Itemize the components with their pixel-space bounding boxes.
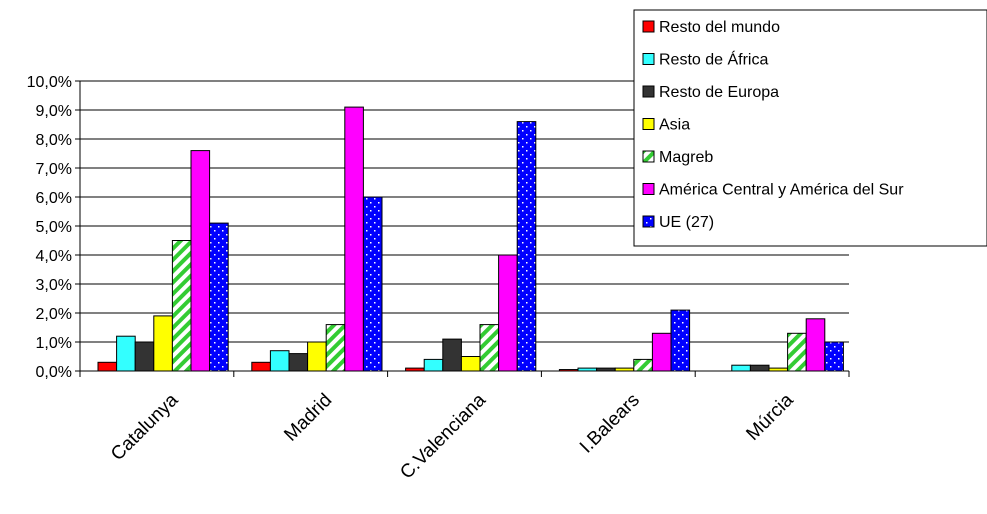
- legend-swatch: [642, 215, 655, 228]
- y-tick-label: 4,0%: [36, 248, 72, 265]
- category-label: Madrid: [280, 390, 336, 446]
- y-tick-label: 9,0%: [36, 103, 72, 120]
- legend-label: UE (27): [659, 214, 714, 231]
- category-label: I.Balears: [576, 390, 644, 458]
- bar: [307, 341, 327, 372]
- y-tick-labels: 0,0% 1,0% 2,0% 3,0% 4,0% 5,0% 6,0% 7,0% 8,0% 9,0%…: [27, 74, 72, 381]
- bar: [362, 196, 383, 372]
- y-tick-label: 8,0%: [36, 132, 72, 149]
- legend-label: Magreb: [659, 149, 713, 166]
- y-tick-label: 5,0%: [36, 219, 72, 236]
- bar: [153, 315, 173, 372]
- category-labels: Catalunya Madrid C.Valenciana I.Balears Múrc…: [107, 389, 798, 483]
- y-tick-label: 3,0%: [36, 277, 72, 294]
- bar: [344, 106, 364, 372]
- bar: [498, 254, 518, 372]
- bar: [805, 318, 826, 372]
- bar: [423, 358, 444, 372]
- bar: [731, 364, 751, 372]
- legend-box: [633, 9, 987, 247]
- legend-label: Resto de Europa: [659, 84, 779, 101]
- y-tick-label: 6,0%: [36, 190, 72, 207]
- bar: [97, 361, 118, 372]
- legend-swatch: [642, 183, 655, 195]
- bar: [749, 364, 770, 372]
- bar: [116, 335, 136, 372]
- bar: [251, 361, 271, 372]
- y-tick-label: 10,0%: [27, 74, 72, 91]
- bar: [516, 121, 537, 372]
- bar: [479, 324, 500, 372]
- bar: [442, 338, 462, 372]
- legend-label: Resto del mundo: [659, 19, 780, 36]
- bar: [134, 341, 155, 372]
- legend-swatch: [642, 53, 655, 65]
- y-tick-label: 2,0%: [36, 306, 72, 323]
- axes: [79, 81, 850, 377]
- legend-label: América Central y América del Sur: [659, 182, 904, 199]
- bar: [288, 353, 309, 372]
- bar: [325, 324, 346, 372]
- category-label: Múrcia: [742, 389, 797, 444]
- y-tick-label: 7,0%: [36, 161, 72, 178]
- bar: [787, 332, 807, 372]
- legend-swatch: [642, 150, 655, 163]
- legend-label: Asia: [659, 117, 690, 134]
- bar: [824, 341, 844, 372]
- bar: [171, 240, 192, 372]
- bar: [670, 309, 691, 372]
- bar: [651, 332, 672, 372]
- legend-swatch: [642, 118, 655, 130]
- category-label: Catalunya: [107, 389, 183, 465]
- bar: [460, 356, 481, 372]
- y-tick-label: 1,0%: [36, 335, 72, 352]
- bar: [190, 150, 211, 372]
- category-label: C.Valenciana: [396, 389, 490, 483]
- bars: [97, 106, 844, 372]
- bar: [633, 358, 653, 372]
- legend-swatch: [642, 20, 655, 33]
- bar: [209, 222, 229, 372]
- bar: [269, 350, 290, 372]
- y-tick-label: 0,0%: [36, 364, 72, 381]
- legend-label: Resto de África: [659, 50, 768, 69]
- legend-swatch: [642, 85, 655, 98]
- legend: Resto del mundo Resto de África Resto de E…: [633, 9, 987, 247]
